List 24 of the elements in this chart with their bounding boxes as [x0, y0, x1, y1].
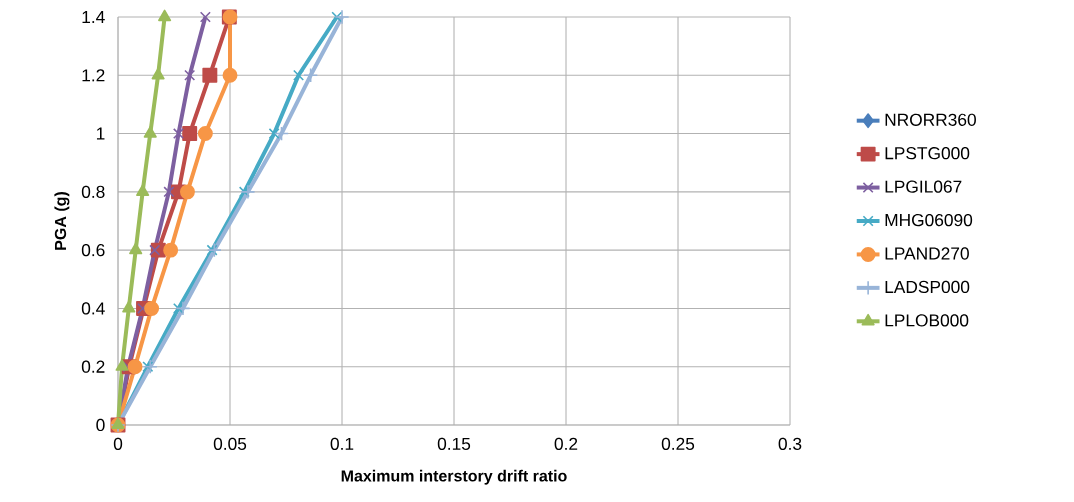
legend-label: NRORR360: [885, 113, 976, 126]
y-tick-label: 0: [96, 418, 105, 432]
x-tick-label: 0.15: [437, 437, 471, 450]
legend-label: LPGIL067: [885, 180, 962, 193]
y-tick-label: 1.4: [82, 11, 105, 23]
legend-label: LPAND270: [885, 247, 969, 260]
y-tick-label: 0.6: [81, 243, 105, 257]
x-tick-label: 0.05: [213, 437, 247, 450]
y-tick-label: 0.2: [81, 360, 105, 373]
x-tick-label: 0.25: [661, 437, 695, 450]
y-axis-title: PGA (g): [54, 192, 70, 250]
legend-label: LADSP000: [885, 280, 970, 294]
x-tick-label: 0: [113, 437, 123, 450]
y-tick-label: 0.4: [81, 302, 105, 315]
x-axis-title: Maximum interstory drift ratio: [341, 469, 567, 485]
x-tick-label: 0.1: [330, 437, 354, 450]
y-tick-label: 1: [96, 127, 105, 140]
legend-label: LPLOB000: [885, 314, 969, 327]
legend-label: LPSTG000: [885, 147, 970, 160]
y-tick-label: 1.2: [82, 69, 105, 82]
y-tick-label: 0.8: [81, 185, 105, 198]
x-tick-label: 0.2: [554, 437, 578, 450]
legend-label: MHG06090: [885, 213, 973, 227]
x-tick-label: 0.3: [778, 437, 802, 450]
